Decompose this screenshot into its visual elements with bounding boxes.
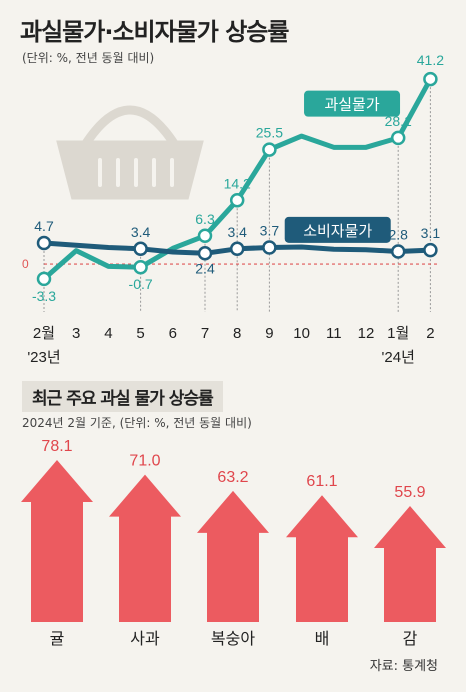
- data-point: [262, 240, 277, 255]
- data-label: 3.4: [227, 224, 247, 240]
- data-label: 2.8: [388, 227, 408, 243]
- x-tick-label: 2월: [33, 325, 55, 342]
- data-label: 4.7: [34, 218, 54, 234]
- x-tick-label: 3: [72, 325, 80, 342]
- bar-arrow: [109, 474, 181, 622]
- zero-label: 0: [22, 257, 29, 271]
- series-callout: [304, 90, 401, 117]
- data-point: [229, 193, 245, 208]
- category-label: 배: [315, 630, 330, 648]
- category-label: 복숭아: [211, 630, 255, 648]
- data-label: 28.1: [385, 113, 412, 129]
- data-label: 6.3: [195, 211, 215, 227]
- x-tick-label: 6: [169, 325, 177, 342]
- bar-arrow: [21, 459, 93, 622]
- bar-arrow: [197, 490, 269, 622]
- x-tick-label: 10: [293, 325, 310, 342]
- series-name: 과실물가: [324, 97, 379, 114]
- data-point: [423, 242, 438, 258]
- x-tick-label: 9: [265, 325, 273, 342]
- bar-arrow: [286, 495, 358, 622]
- data-point: [36, 271, 52, 287]
- chart-title: 과실물가·소비자물가 상승률: [20, 18, 289, 46]
- source-note: 자료: 통계청: [369, 659, 438, 674]
- x-tick-label: 2: [426, 325, 434, 342]
- data-point: [197, 246, 213, 261]
- data-point: [390, 130, 406, 146]
- data-label: 41.2: [417, 52, 444, 68]
- data-label: -0.7: [129, 276, 153, 292]
- data-label: 14.2: [224, 175, 251, 191]
- data-point: [229, 241, 245, 257]
- unit-note: (단위: %, 전년 동월 대비): [22, 51, 155, 65]
- x-tick-label: 4: [104, 325, 112, 342]
- data-point: [133, 241, 148, 257]
- x-year-label: '24년: [382, 349, 415, 366]
- category-label: 귤: [50, 631, 65, 648]
- data-label: 3.4: [131, 224, 151, 240]
- bar-value-label: 61.1: [306, 473, 337, 490]
- bar-arrow: [374, 506, 446, 622]
- data-point: [133, 259, 148, 275]
- data-point: [36, 235, 52, 251]
- series-name: 소비자물가: [303, 223, 372, 240]
- data-point: [390, 244, 406, 259]
- x-tick-label: 7: [201, 325, 209, 342]
- line-chart: 0 -3.3 -0.7 6.3 14.2 25.5 28.1 41.2 4.7 3.4 2.4 3.…: [22, 52, 444, 366]
- bar-value-label: 55.9: [394, 484, 425, 501]
- data-point: [197, 228, 213, 244]
- category-label: 사과: [130, 630, 160, 648]
- bar-value-label: 71.0: [129, 453, 160, 470]
- section-unit-note: 2024년 2월 기준, (단위: %, 전년 동월 대비): [22, 416, 252, 430]
- shopping-basket-icon: [56, 105, 204, 200]
- data-label: 3.7: [260, 222, 280, 238]
- series-callout: [284, 216, 391, 243]
- bar-value-label: 78.1: [41, 438, 72, 455]
- data-label: -3.3: [32, 288, 56, 304]
- bar-value-label: 63.2: [217, 469, 248, 486]
- data-point: [262, 142, 277, 157]
- x-tick-label: 11: [326, 325, 342, 342]
- x-tick-label: 1월: [387, 325, 409, 342]
- data-label: 2.4: [195, 260, 215, 276]
- section-title: 최근 주요 과실 물가 상승률: [22, 381, 223, 412]
- x-year-label: '23년: [27, 349, 60, 366]
- category-label: 감: [403, 630, 418, 648]
- data-label: 3.1: [421, 225, 441, 241]
- data-label: 25.5: [256, 125, 283, 141]
- x-tick-label: 12: [358, 325, 375, 342]
- x-tick-label: 5: [136, 325, 144, 342]
- data-point: [423, 71, 438, 87]
- x-tick-label: 8: [233, 325, 241, 342]
